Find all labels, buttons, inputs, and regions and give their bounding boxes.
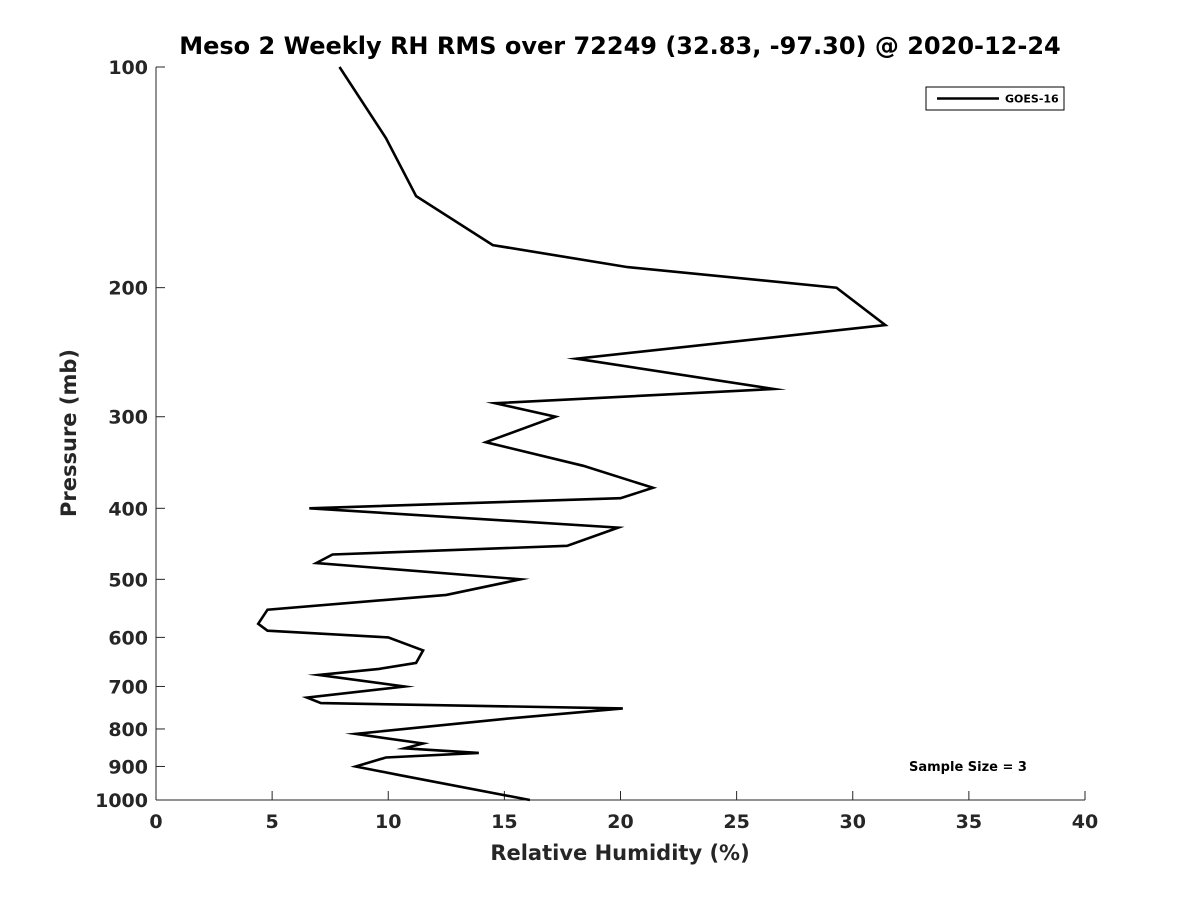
y-tick-label: 800 [108,719,148,741]
y-tick-label: 600 [108,627,148,649]
y-axis-ticks: 100 200 300 400 500 600 700 800 900 1000 [95,57,165,812]
x-tick-label: 40 [1072,811,1098,833]
y-axis-label: Pressure (mb) [57,349,81,517]
y-tick-label: 500 [108,569,148,591]
y-tick-label: 700 [108,676,148,698]
x-tick-label: 10 [375,811,401,833]
x-tick-label: 15 [491,811,517,833]
x-tick-label: 30 [840,811,866,833]
series-line-goes-16 [256,66,889,802]
chart-title: Meso 2 Weekly RH RMS over 72249 (32.83, … [179,32,1061,60]
x-tick-label: 25 [723,811,749,833]
legend-label-goes-16: GOES-16 [1005,93,1059,106]
y-tick-label: 100 [108,57,148,79]
y-tick-label: 300 [108,407,148,429]
series-layer [256,66,889,802]
x-tick-label: 5 [266,811,279,833]
legend: GOES-16 [925,86,1065,111]
plot-area [156,67,1085,800]
x-tick-label: 20 [607,811,633,833]
x-tick-label: 0 [149,811,162,833]
x-tick-label: 35 [956,811,982,833]
sample-size-annotation: Sample Size = 3 [909,760,1027,775]
y-tick-label: 1000 [95,790,148,812]
y-tick-label: 900 [108,756,148,778]
x-axis-label: Relative Humidity (%) [490,841,749,865]
y-tick-label: 400 [108,498,148,520]
x-axis-ticks: 0 5 10 15 20 25 30 35 40 [149,791,1098,833]
y-tick-label: 200 [108,278,148,300]
